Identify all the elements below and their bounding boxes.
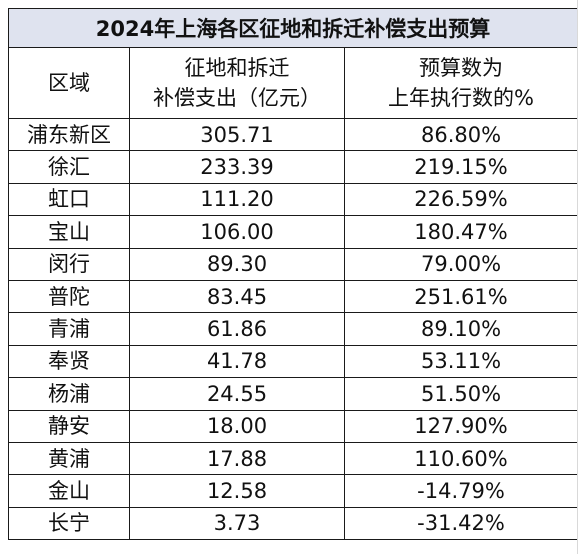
cell-amount[interactable]: 24.55 — [129, 377, 345, 411]
cell-ratio[interactable]: 219.15% — [343, 150, 579, 184]
table-row: 普陀 83.45 251.61% — [8, 279, 579, 314]
cell-district[interactable]: 静安 — [8, 409, 130, 443]
cell-amount[interactable]: 233.39 — [129, 150, 345, 184]
cell-amount[interactable]: 3.73 — [129, 506, 345, 541]
header-amount-line-2: 补偿支出（亿元） — [153, 86, 321, 110]
cell-ratio[interactable]: -31.42% — [343, 506, 579, 541]
table-row: 青浦 61.86 89.10% — [8, 312, 579, 346]
table-row: 长宁 3.73 -31.42% — [8, 506, 579, 541]
table-row: 奉贤 41.78 53.11% — [8, 344, 579, 379]
cell-ratio[interactable]: 110.60% — [343, 441, 579, 476]
cell-ratio[interactable]: 251.61% — [343, 279, 579, 314]
title-row: 2024年上海各区征地和拆迁补偿支出预算 — [7, 8, 579, 48]
cell-amount[interactable]: 106.00 — [129, 215, 345, 249]
header-amount[interactable]: 征地和拆迁 补偿支出（亿元） — [129, 47, 345, 119]
cell-ratio[interactable]: 89.10% — [343, 312, 579, 346]
cell-district[interactable]: 黄浦 — [8, 441, 130, 476]
cell-amount[interactable]: 17.88 — [129, 441, 345, 476]
cell-ratio[interactable]: 226.59% — [343, 182, 579, 217]
cell-district[interactable]: 虹口 — [8, 182, 130, 217]
cell-ratio[interactable]: 79.00% — [343, 247, 579, 281]
cell-district[interactable]: 浦东新区 — [8, 117, 130, 152]
header-ratio-line-2: 上年执行数的% — [388, 86, 534, 110]
budget-table: 2024年上海各区征地和拆迁补偿支出预算 区域 征地和拆迁 补偿支出（亿元） 预… — [7, 8, 579, 541]
cell-amount[interactable]: 305.71 — [129, 117, 345, 152]
cell-amount[interactable]: 89.30 — [129, 247, 345, 281]
table-row: 浦东新区 305.71 86.80% — [8, 117, 579, 152]
cell-ratio[interactable]: 86.80% — [343, 117, 579, 152]
cell-ratio[interactable]: 127.90% — [343, 409, 579, 443]
cell-district[interactable]: 杨浦 — [8, 377, 130, 411]
header-district[interactable]: 区域 — [8, 47, 130, 119]
cell-ratio[interactable]: 180.47% — [343, 215, 579, 249]
table-row: 虹口 111.20 226.59% — [8, 182, 579, 217]
table-row: 闵行 89.30 79.00% — [8, 247, 579, 281]
cell-district[interactable]: 奉贤 — [8, 344, 130, 379]
header-ratio[interactable]: 预算数为 上年执行数的% — [343, 47, 579, 119]
header-row: 区域 征地和拆迁 补偿支出（亿元） 预算数为 上年执行数的% — [8, 47, 579, 119]
table-row: 宝山 106.00 180.47% — [8, 215, 579, 249]
table-row: 黄浦 17.88 110.60% — [8, 441, 579, 476]
cell-district[interactable]: 闵行 — [8, 247, 130, 281]
cell-ratio[interactable]: 51.50% — [343, 377, 579, 411]
header-ratio-line-1: 预算数为 — [419, 56, 503, 80]
table-title[interactable]: 2024年上海各区征地和拆迁补偿支出预算 — [7, 8, 579, 48]
cell-district[interactable]: 青浦 — [8, 312, 130, 346]
cell-district[interactable]: 普陀 — [8, 279, 130, 314]
cell-ratio[interactable]: -14.79% — [343, 474, 579, 508]
header-amount-line-1: 征地和拆迁 — [184, 56, 290, 80]
sheet-gridline — [577, 0, 582, 554]
table-row: 金山 12.58 -14.79% — [8, 474, 579, 508]
table-row: 静安 18.00 127.90% — [8, 409, 579, 443]
table-row: 杨浦 24.55 51.50% — [8, 377, 579, 411]
cell-amount[interactable]: 61.86 — [129, 312, 345, 346]
cell-district[interactable]: 徐汇 — [8, 150, 130, 184]
cell-amount[interactable]: 111.20 — [129, 182, 345, 217]
table-row: 徐汇 233.39 219.15% — [8, 150, 579, 184]
cell-amount[interactable]: 12.58 — [129, 474, 345, 508]
cell-amount[interactable]: 18.00 — [129, 409, 345, 443]
cell-amount[interactable]: 83.45 — [129, 279, 345, 314]
cell-district[interactable]: 宝山 — [8, 215, 130, 249]
cell-ratio[interactable]: 53.11% — [343, 344, 579, 379]
cell-amount[interactable]: 41.78 — [129, 344, 345, 379]
cell-district[interactable]: 长宁 — [8, 506, 130, 541]
cell-district[interactable]: 金山 — [8, 474, 130, 508]
